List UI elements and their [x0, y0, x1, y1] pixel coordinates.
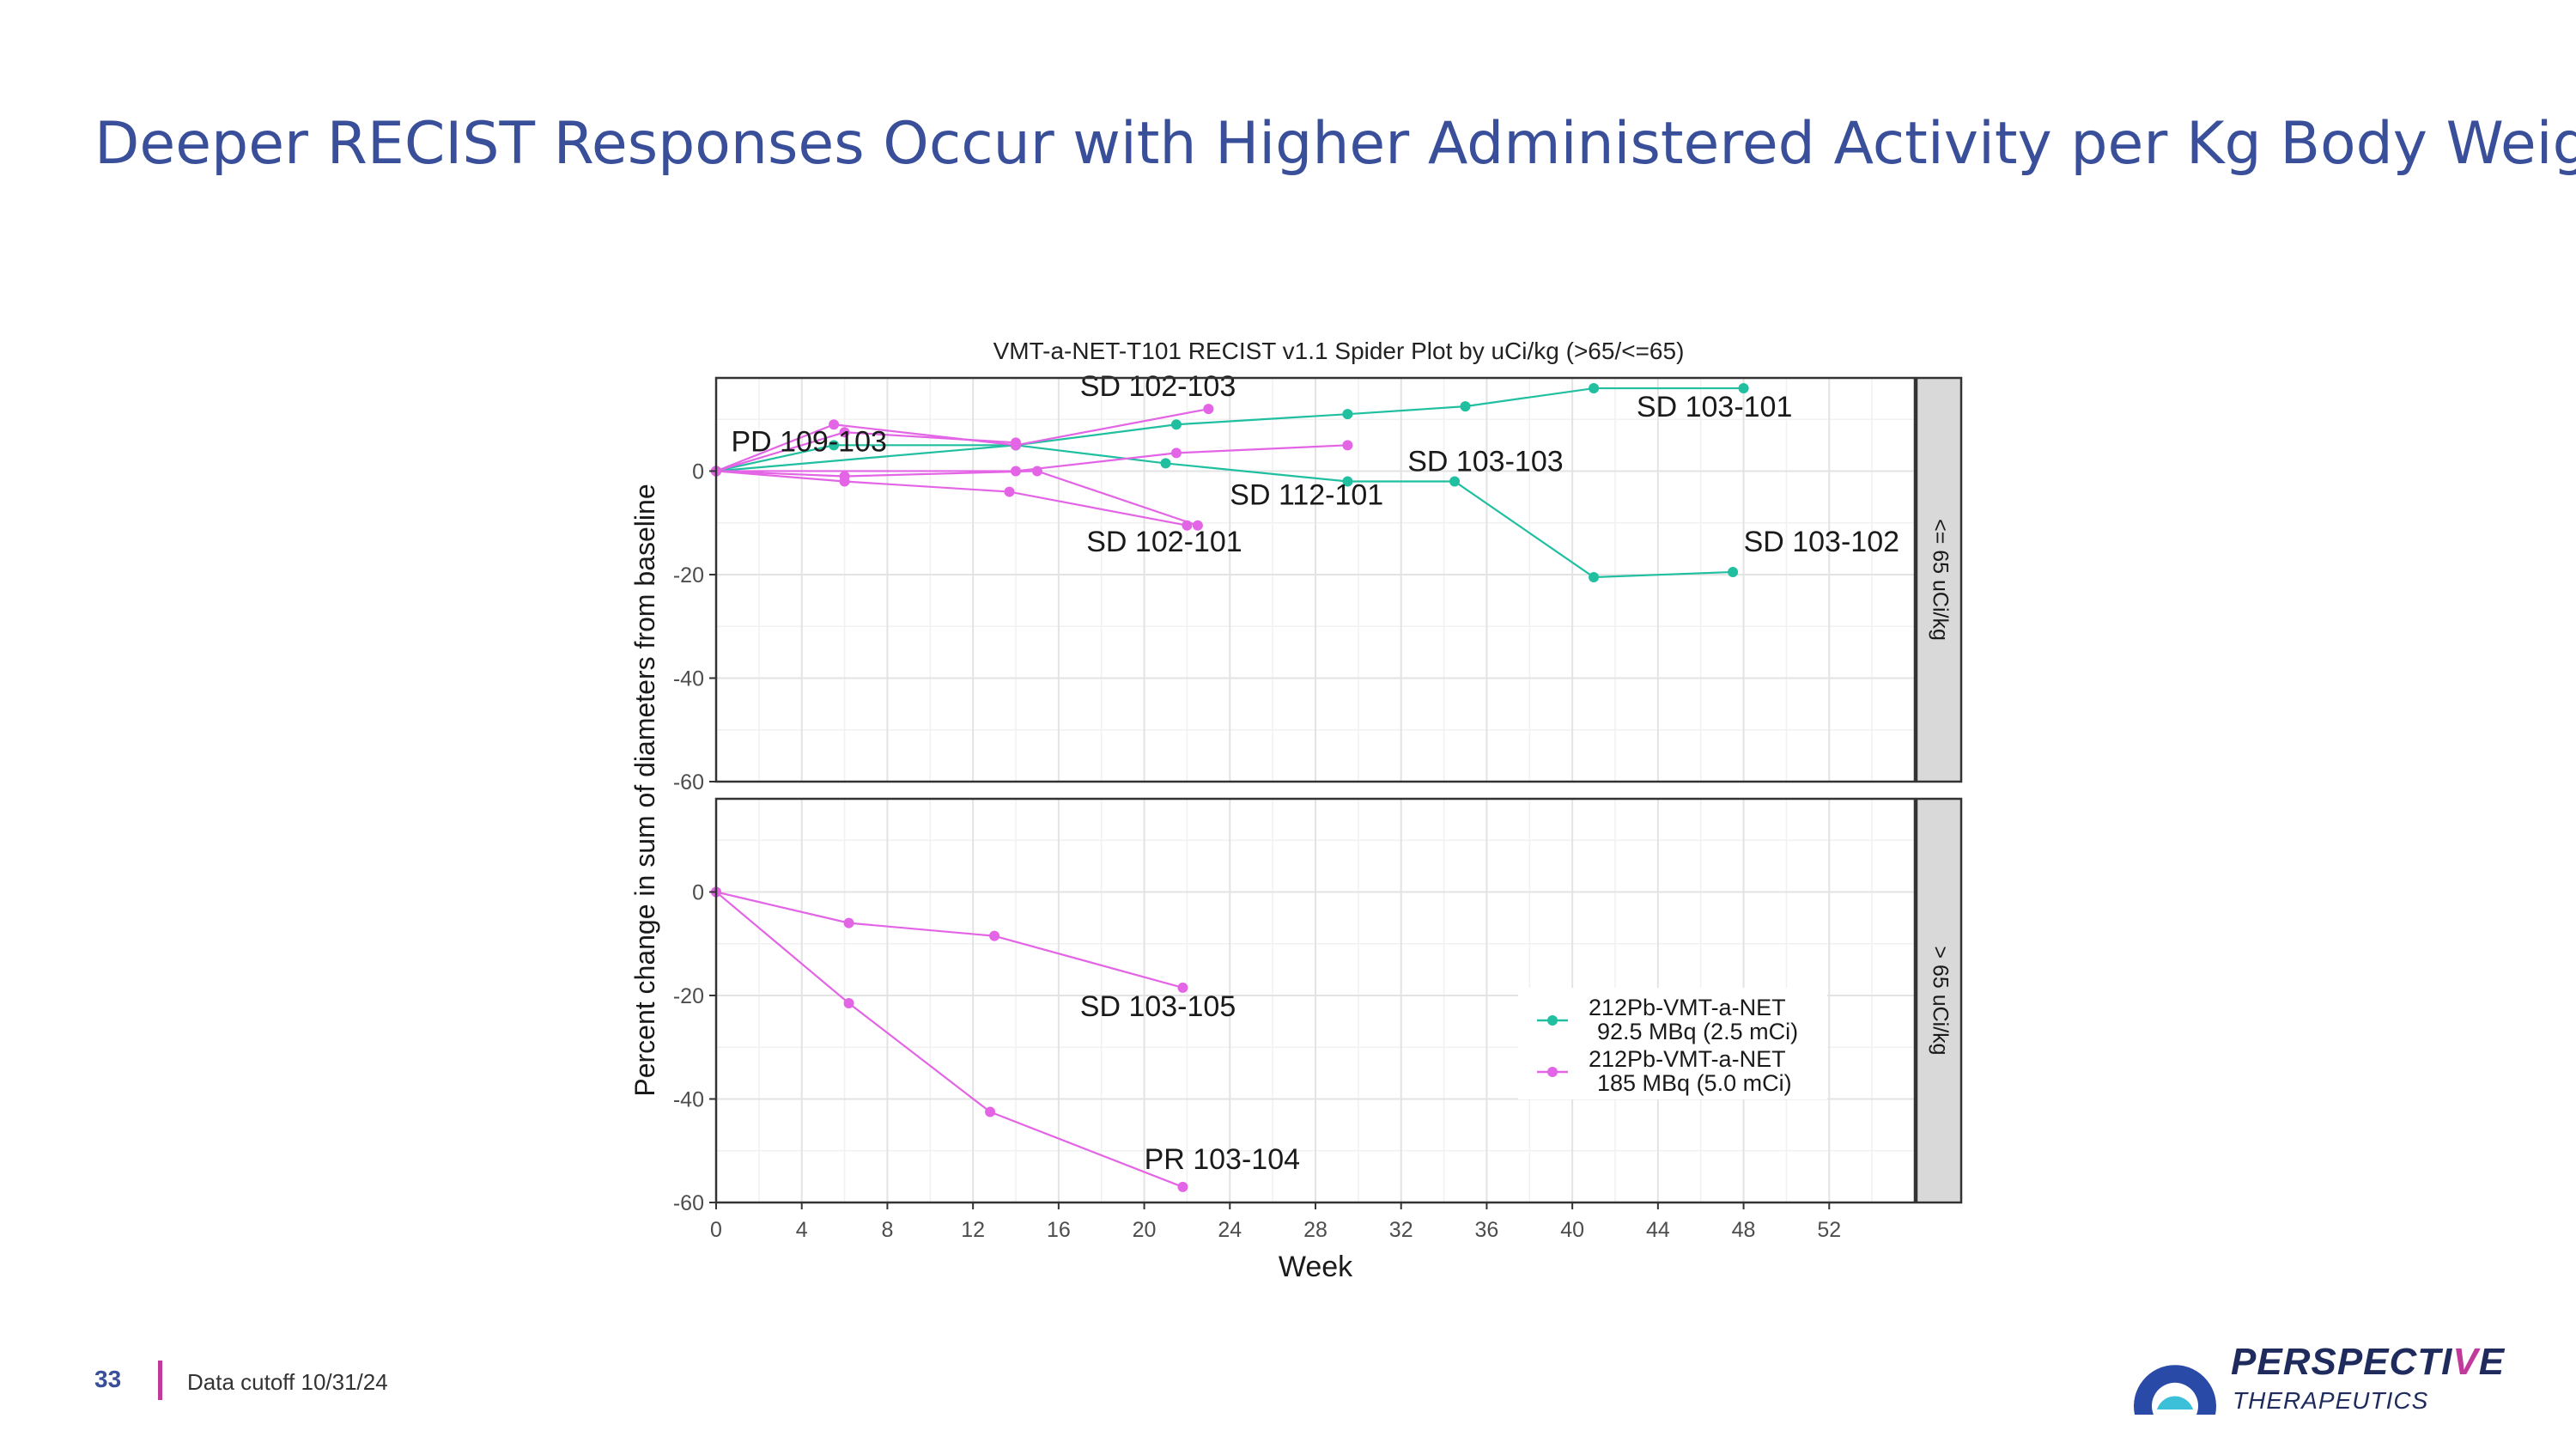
series-line: [715, 387, 1744, 472]
series-line: [715, 891, 1183, 989]
data-point: [1589, 383, 1600, 394]
data-point: [1004, 486, 1015, 497]
logo-wordmark: PERSPECTIVE: [2231, 1341, 2506, 1383]
patient-label: SD 103-101: [1637, 391, 1792, 423]
y-tick-label: 0: [692, 460, 704, 484]
slide-title: Deeper RECIST Responses Occur with Highe…: [94, 110, 2576, 178]
data-point: [1342, 476, 1353, 487]
data-point: [839, 427, 850, 438]
data-point: [829, 440, 840, 451]
data-point: [1177, 1181, 1188, 1192]
legend-box: [1518, 988, 1827, 1099]
y-tick-label: -20: [673, 984, 704, 1008]
data-point: [1177, 982, 1188, 993]
data-point: [1160, 458, 1171, 469]
data-point: [1011, 437, 1021, 448]
x-tick-label: 44: [1646, 1218, 1670, 1242]
x-tick-label: 24: [1218, 1218, 1242, 1242]
data-point: [843, 998, 854, 1009]
patient-label: SD 103-105: [1080, 990, 1236, 1023]
series-line: [715, 891, 1183, 1188]
data-point: [1460, 401, 1471, 412]
data-point: [829, 419, 840, 430]
data-point: [985, 1106, 996, 1117]
y-tick-label: -60: [673, 1191, 704, 1215]
data-point: [1170, 447, 1182, 459]
x-tick-label: 36: [1475, 1218, 1499, 1242]
data-point: [1192, 520, 1203, 531]
x-tick-label: 52: [1817, 1218, 1841, 1242]
y-axis-title: Percent change in sum of diameters from …: [629, 484, 660, 1096]
patient-label: SD 103-102: [1744, 526, 1899, 558]
data-point: [1342, 409, 1353, 420]
facet-strip-label: > 65 uCi/kg: [1928, 946, 1952, 1055]
x-tick-label: 16: [1047, 1218, 1071, 1242]
legend-label-detail: 185 MBq (5.0 mCi): [1597, 1070, 1792, 1096]
y-tick-label: -40: [673, 667, 704, 691]
legend-label: 212Pb-VMT-a-NET: [1589, 1046, 1786, 1072]
x-tick-label: 20: [1133, 1218, 1157, 1242]
y-tick-label: -20: [673, 563, 704, 588]
patient-label: SD 102-101: [1086, 526, 1242, 558]
x-tick-label: 12: [961, 1218, 985, 1242]
legend-key-point: [1547, 1015, 1558, 1026]
facet-strip: [1915, 797, 1963, 1204]
x-tick-label: 0: [710, 1218, 722, 1242]
patient-label: SD 112-101: [1230, 479, 1383, 512]
patient-label: PD 109-103: [731, 426, 886, 459]
chart-title: VMT-a-NET-T101 RECIST v1.1 Spider Plot b…: [993, 338, 1685, 364]
data-point: [989, 930, 1000, 941]
y-tick-label: -60: [673, 770, 704, 795]
logo-mark-icon: [2134, 1365, 2216, 1415]
x-axis-title: Week: [1279, 1251, 1353, 1283]
data-point: [1203, 404, 1214, 415]
patient-label: SD 102-103: [1080, 370, 1236, 403]
series-line: [716, 444, 1348, 472]
x-tick-label: 32: [1389, 1218, 1413, 1242]
series-line: [715, 470, 1188, 527]
y-tick-label: -40: [673, 1087, 704, 1111]
facet-strip-label: <= 65 uCi/kg: [1928, 519, 1952, 641]
data-point: [1031, 466, 1042, 477]
series-line: [715, 470, 1199, 527]
data-point: [1589, 571, 1600, 582]
facet-strip: [1915, 376, 1963, 783]
x-tick-label: 4: [796, 1218, 808, 1242]
x-tick-label: 28: [1303, 1218, 1327, 1242]
panel-border: [714, 376, 1917, 783]
data-point: [1738, 383, 1749, 394]
x-tick-label: 40: [1560, 1218, 1584, 1242]
data-point: [1170, 419, 1182, 430]
data-point: [1728, 566, 1739, 577]
data-point: [1449, 476, 1461, 487]
footer-divider: [158, 1361, 162, 1400]
x-tick-label: 48: [1732, 1218, 1756, 1242]
legend-label: 212Pb-VMT-a-NET: [1589, 995, 1786, 1020]
patient-label: SD 103-103: [1407, 445, 1563, 478]
legend-key-point: [1547, 1067, 1558, 1077]
logo-subtitle: THERAPEUTICS: [2233, 1387, 2429, 1414]
legend-label-detail: 92.5 MBq (2.5 mCi): [1597, 1019, 1798, 1044]
y-tick-label: 0: [692, 880, 704, 904]
data-cutoff-note: Data cutoff 10/31/24: [187, 1369, 388, 1395]
data-point: [843, 917, 854, 928]
series-line: [715, 408, 1209, 472]
page-number: 33: [94, 1366, 122, 1392]
patient-label: PR 103-104: [1145, 1143, 1300, 1176]
data-point: [839, 471, 850, 482]
data-point: [1342, 440, 1353, 451]
perspective-therapeutics-logo: PERSPECTIVE THERAPEUTICS: [2128, 1336, 2514, 1422]
x-tick-label: 8: [881, 1218, 893, 1242]
